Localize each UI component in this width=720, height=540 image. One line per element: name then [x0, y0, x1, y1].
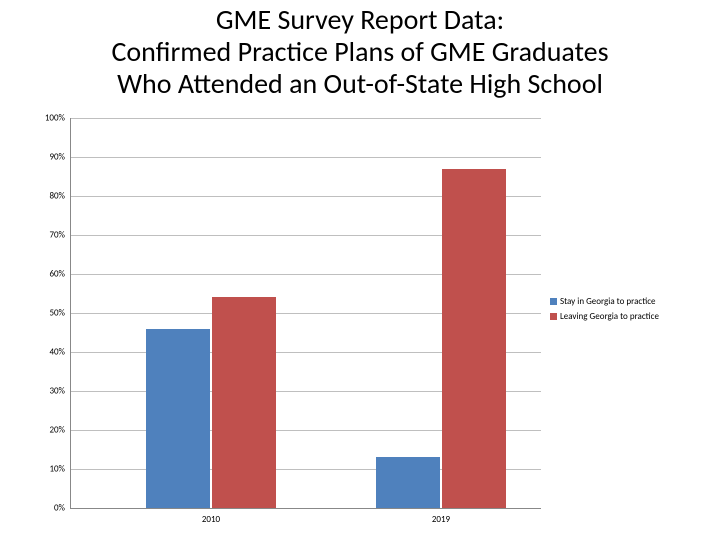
- bar: [376, 457, 440, 508]
- title-line-3: Who Attended an Out-of-State High School: [117, 66, 603, 101]
- legend: Stay in Georgia to practice Leaving Georg…: [550, 296, 659, 326]
- plot-area: 0%10%20%30%40%50%60%70%80%90%100%2010201…: [70, 118, 541, 509]
- legend-swatch: [550, 313, 557, 320]
- bar: [442, 169, 506, 508]
- x-tick-label: 2019: [432, 508, 450, 525]
- y-tick-label: 100%: [45, 113, 71, 124]
- legend-label: Leaving Georgia to practice: [560, 311, 659, 322]
- legend-swatch: [550, 298, 557, 305]
- y-tick-label: 70%: [49, 230, 71, 241]
- y-tick-label: 20%: [49, 425, 71, 436]
- slide-title: GME Survey Report Data: Confirmed Practi…: [0, 0, 720, 101]
- bar: [212, 297, 276, 508]
- y-tick-label: 90%: [49, 152, 71, 163]
- y-tick-label: 60%: [49, 269, 71, 280]
- grid-line: [71, 118, 541, 119]
- grid-line: [71, 157, 541, 158]
- y-tick-label: 80%: [49, 191, 71, 202]
- y-tick-label: 30%: [49, 386, 71, 397]
- title-line-2: Confirmed Practice Plans of GME Graduate…: [111, 34, 608, 69]
- legend-label: Stay in Georgia to practice: [560, 296, 656, 307]
- legend-item: Stay in Georgia to practice: [550, 296, 659, 307]
- y-tick-label: 50%: [49, 308, 71, 319]
- y-tick-label: 40%: [49, 347, 71, 358]
- x-tick-label: 2010: [202, 508, 220, 525]
- y-tick-label: 10%: [49, 464, 71, 475]
- y-tick-label: 0%: [54, 503, 71, 514]
- title-line-1: GME Survey Report Data:: [216, 2, 504, 37]
- bar: [146, 329, 210, 508]
- legend-item: Leaving Georgia to practice: [550, 311, 659, 322]
- chart-container: 0%10%20%30%40%50%60%70%80%90%100%2010201…: [30, 118, 690, 528]
